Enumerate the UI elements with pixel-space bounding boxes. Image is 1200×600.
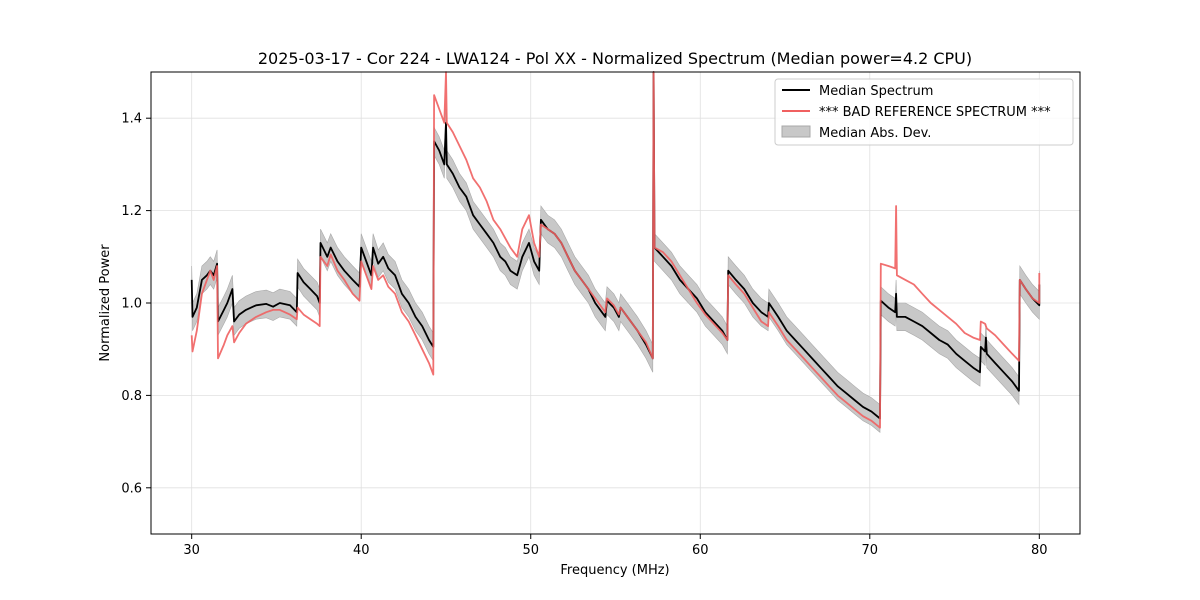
- y-tick-label: 1.0: [121, 297, 142, 312]
- y-tick-label: 1.4: [121, 112, 142, 127]
- y-tick-label: 0.8: [121, 389, 142, 404]
- legend-swatch-mad: [781, 125, 811, 138]
- legend-label-bad-reference: *** BAD REFERENCE SPECTRUM ***: [819, 105, 1051, 120]
- x-tick-label: 40: [353, 543, 370, 558]
- x-tick-label: 50: [522, 543, 539, 558]
- x-tick-label: 60: [692, 543, 709, 558]
- x-axis-label: Frequency (MHz): [560, 563, 669, 578]
- x-tick-label: 80: [1031, 543, 1048, 558]
- tick-layer: 30 40 50 60 70 80 0.6 0.8 1.0 1.2 1.4: [121, 112, 1047, 558]
- legend-label-mad: Median Abs. Dev.: [819, 126, 931, 141]
- y-tick-label: 0.6: [121, 481, 142, 496]
- y-tick-label: 1.2: [121, 204, 142, 219]
- bad-reference-line: [190, 71, 1041, 429]
- series-layer: [190, 71, 1041, 429]
- chart-title: 2025-03-17 - Cor 224 - LWA124 - Pol XX -…: [258, 49, 972, 68]
- legend-box: [774, 78, 1074, 146]
- x-tick-label: 30: [183, 543, 200, 558]
- legend-label-median: Median Spectrum: [819, 84, 933, 99]
- legend: Median Spectrum *** BAD REFERENCE SPECTR…: [774, 78, 1074, 146]
- x-tick-label: 70: [862, 543, 879, 558]
- y-axis-label: Normalized Power: [98, 244, 113, 362]
